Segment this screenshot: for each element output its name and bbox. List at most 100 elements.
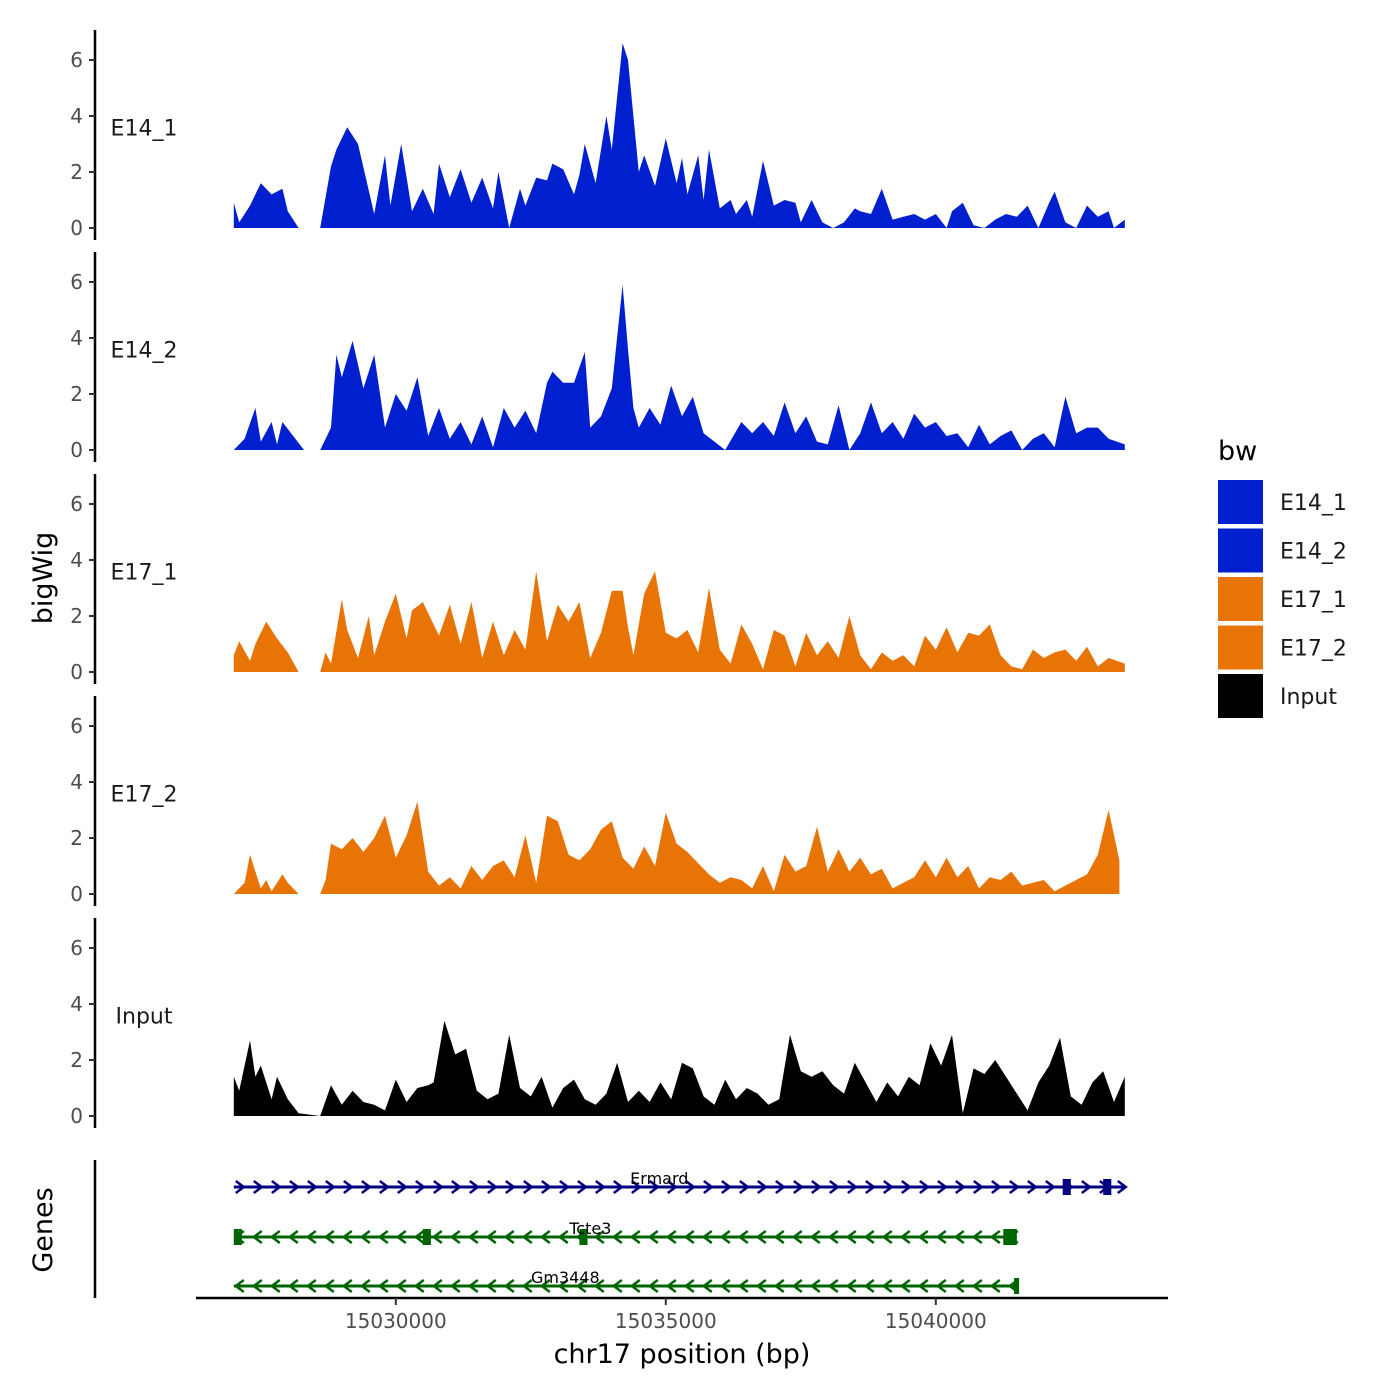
gene-name-label: Gm3448 xyxy=(531,1268,600,1287)
track-E17_1: 0 2 4 6 E17_1 xyxy=(70,474,1125,684)
track-E14_1: 0 2 4 6 E14_1 xyxy=(70,30,1125,240)
strand-chevron xyxy=(847,1180,858,1194)
y-tick-label: 2 xyxy=(70,1048,83,1072)
strand-chevron xyxy=(341,1230,353,1244)
coverage-area-E14_1 xyxy=(233,43,1125,229)
strand-chevron xyxy=(595,1180,606,1194)
strand-chevron xyxy=(451,1180,462,1194)
track-label: E14_1 xyxy=(111,117,178,142)
strand-chevron xyxy=(469,1180,480,1194)
strand-chevron xyxy=(323,1279,335,1293)
strand-chevron xyxy=(343,1180,354,1194)
strand-chevron xyxy=(863,1279,875,1293)
coverage-area-Input xyxy=(233,1020,1125,1116)
y-axis-title: bigWig xyxy=(28,532,59,625)
strand-chevron xyxy=(649,1180,660,1194)
strand-chevron xyxy=(449,1230,461,1244)
strand-chevron xyxy=(485,1230,497,1244)
strand-chevron xyxy=(415,1180,426,1194)
exon xyxy=(1103,1179,1112,1195)
strand-chevron xyxy=(737,1279,749,1293)
strand-chevron xyxy=(737,1230,749,1244)
strand-chevron xyxy=(919,1180,930,1194)
strand-chevron xyxy=(467,1230,479,1244)
y-tick-label: 2 xyxy=(70,382,83,406)
strand-chevron xyxy=(865,1180,876,1194)
strand-chevron xyxy=(755,1279,767,1293)
strand-chevron xyxy=(395,1279,407,1293)
y-tick-label: 0 xyxy=(70,882,83,906)
strand-chevron xyxy=(377,1230,389,1244)
legend-title: bw xyxy=(1218,436,1257,467)
strand-chevron xyxy=(359,1279,371,1293)
strand-chevron xyxy=(613,1180,624,1194)
legend-key-E17_1 xyxy=(1218,577,1263,621)
x-axis-title: chr17 position (bp) xyxy=(554,1339,811,1370)
strand-chevron xyxy=(773,1230,785,1244)
strand-chevron xyxy=(773,1279,785,1293)
strand-chevron xyxy=(287,1230,299,1244)
strand-chevron xyxy=(611,1230,623,1244)
strand-chevron xyxy=(701,1230,713,1244)
strand-chevron xyxy=(521,1230,533,1244)
legend-label: E17_1 xyxy=(1280,588,1347,613)
strand-chevron xyxy=(593,1279,605,1293)
strand-chevron xyxy=(683,1279,695,1293)
strand-chevron xyxy=(523,1180,534,1194)
y-tick-label: 2 xyxy=(70,826,83,850)
strand-chevron xyxy=(233,1279,245,1293)
strand-chevron xyxy=(413,1230,425,1244)
strand-chevron xyxy=(991,1180,1002,1194)
strand-chevron xyxy=(683,1230,695,1244)
strand-chevron xyxy=(1117,1180,1128,1194)
track-Input: 0 2 4 6 Input xyxy=(70,918,1125,1128)
strand-chevron xyxy=(935,1279,947,1293)
strand-chevron xyxy=(629,1279,641,1293)
y-tick-label: 6 xyxy=(70,714,83,738)
strand-chevron xyxy=(811,1180,822,1194)
y-tick-label: 6 xyxy=(70,492,83,516)
strand-chevron xyxy=(503,1279,515,1293)
y-tick-label: 0 xyxy=(70,438,83,462)
strand-chevron xyxy=(989,1279,1001,1293)
strand-chevron xyxy=(665,1279,677,1293)
y-tick-label: 0 xyxy=(70,1104,83,1128)
strand-chevron xyxy=(989,1230,1001,1244)
strand-chevron xyxy=(775,1180,786,1194)
strand-chevron xyxy=(881,1230,893,1244)
legend-label: E14_2 xyxy=(1280,540,1347,565)
strand-chevron xyxy=(377,1279,389,1293)
strand-chevron xyxy=(253,1180,264,1194)
track-label: E17_2 xyxy=(111,783,178,808)
strand-chevron xyxy=(845,1230,857,1244)
exon xyxy=(1014,1278,1020,1294)
legend-key-E17_2 xyxy=(1218,625,1263,670)
strand-chevron xyxy=(953,1279,965,1293)
gene-Tcte3: Tcte3 xyxy=(233,1219,1019,1245)
strand-chevron xyxy=(739,1180,750,1194)
strand-chevron xyxy=(703,1180,714,1194)
strand-chevron xyxy=(971,1230,983,1244)
gene-name-label: Ermard xyxy=(630,1169,688,1188)
strand-chevron xyxy=(1081,1180,1092,1194)
y-tick-label: 4 xyxy=(70,548,83,572)
strand-chevron xyxy=(323,1230,335,1244)
strand-chevron xyxy=(307,1180,318,1194)
y-tick-label: 2 xyxy=(70,160,83,184)
legend-label: E17_2 xyxy=(1280,637,1347,662)
strand-chevron xyxy=(719,1279,731,1293)
strand-chevron xyxy=(791,1230,803,1244)
exon xyxy=(233,1229,242,1245)
strand-chevron xyxy=(557,1230,569,1244)
strand-chevron xyxy=(971,1279,983,1293)
strand-chevron xyxy=(937,1180,948,1194)
strand-chevron xyxy=(685,1180,696,1194)
strand-chevron xyxy=(1009,1180,1020,1194)
strand-chevron xyxy=(809,1279,821,1293)
y-tick-label: 4 xyxy=(70,992,83,1016)
strand-chevron xyxy=(577,1180,588,1194)
strand-chevron xyxy=(647,1230,659,1244)
strand-chevron xyxy=(485,1279,497,1293)
legend-label: Input xyxy=(1280,685,1337,710)
strand-chevron xyxy=(935,1230,947,1244)
